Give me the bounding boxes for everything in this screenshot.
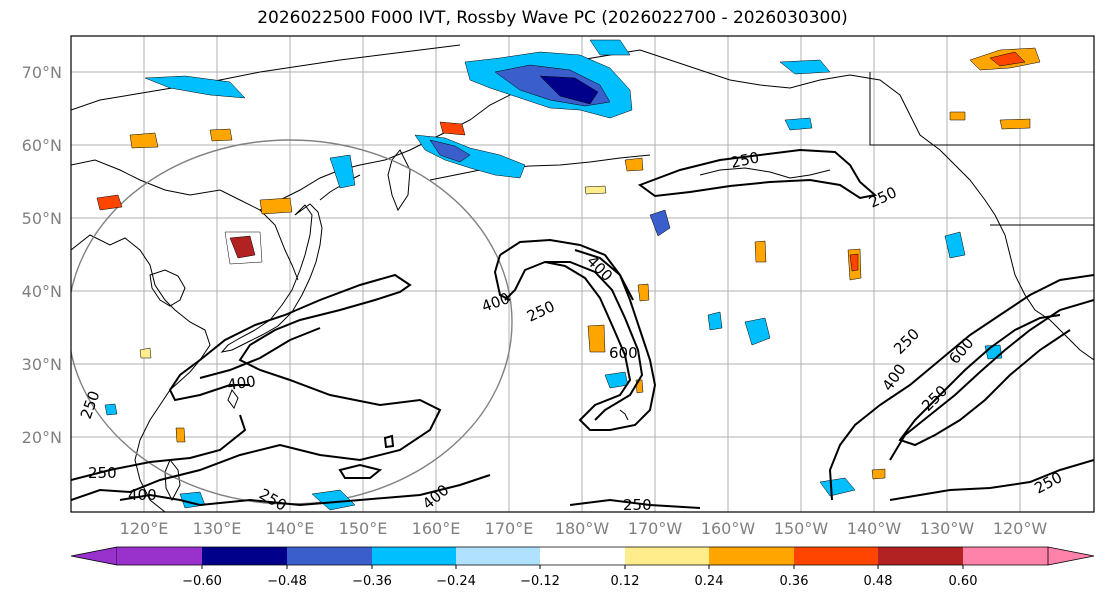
contour-label: 250	[623, 496, 652, 514]
colorbar-extend-left	[70, 546, 118, 566]
lon-label: 160°W	[701, 519, 756, 538]
colorbar-tick-label: −0.60	[182, 574, 222, 589]
colorbar-segment	[456, 547, 540, 565]
colorbar-segment	[117, 547, 202, 565]
contour-label: 400	[226, 372, 257, 394]
longitude-labels: 120°E 130°E 140°E 150°E 160°E 170°E 180°…	[120, 519, 1048, 538]
colorbar-extend-right	[1047, 546, 1095, 566]
lon-label: 150°E	[339, 519, 388, 538]
colorbar-segment	[963, 547, 1048, 565]
lat-label: 40°N	[22, 282, 62, 301]
colorbar-segment	[202, 547, 287, 565]
colorbar-tick-label: −0.36	[352, 574, 392, 589]
colorbar-segment	[540, 547, 625, 565]
lon-label: 140°W	[847, 519, 902, 538]
map-title: 2026022500 F000 IVT, Rossby Wave PC (202…	[257, 8, 848, 28]
colorbar-segment	[625, 547, 709, 565]
colorbar-tick-label: 0.60	[949, 574, 978, 589]
colorbar: −0.60 −0.48 −0.36 −0.24 −0.12 0.12 0.24 …	[70, 546, 1095, 589]
colorbar-segment	[372, 547, 456, 565]
colorbar-segment	[709, 547, 794, 565]
colorbar-tick-label: 0.36	[780, 574, 809, 589]
colorbar-tick-label: −0.48	[267, 574, 307, 589]
ivt-contours	[71, 148, 1094, 509]
lon-label: 180°W	[555, 519, 610, 538]
lat-label: 70°N	[22, 63, 62, 82]
map-frame	[70, 35, 1095, 513]
contour-label: 600	[609, 344, 638, 362]
colorbar-segment	[287, 547, 372, 565]
lon-label: 150°W	[774, 519, 829, 538]
lat-label: 20°N	[22, 428, 62, 447]
positive-shading	[96, 47, 1041, 480]
lon-label: 120°E	[120, 519, 169, 538]
colorbar-segment	[794, 547, 878, 565]
lon-label: 120°W	[993, 519, 1048, 538]
lat-label: 60°N	[22, 136, 62, 155]
colorbar-tick-label: −0.24	[436, 574, 476, 589]
lat-label: 50°N	[22, 209, 62, 228]
lon-label: 130°W	[920, 519, 975, 538]
lon-label: 170°W	[628, 519, 683, 538]
contour-label: 250	[729, 148, 761, 172]
lon-label: 160°E	[412, 519, 461, 538]
lon-label: 170°E	[485, 519, 534, 538]
negative-shading	[104, 39, 1003, 511]
lat-label: 30°N	[22, 355, 62, 374]
latitude-labels: 70°N 60°N 50°N 40°N 30°N 20°N	[22, 63, 62, 447]
colorbar-segment	[878, 547, 963, 565]
colorbar-tick-label: −0.12	[520, 574, 560, 589]
colorbar-tick-label: 0.24	[695, 574, 724, 589]
lon-label: 130°E	[193, 519, 242, 538]
lon-label: 140°E	[266, 519, 315, 538]
colorbar-tick-label: 0.48	[864, 574, 893, 589]
contour-label: 250	[88, 464, 117, 482]
contour-label: 400	[128, 486, 157, 504]
colorbar-tick-label: 0.12	[611, 574, 640, 589]
